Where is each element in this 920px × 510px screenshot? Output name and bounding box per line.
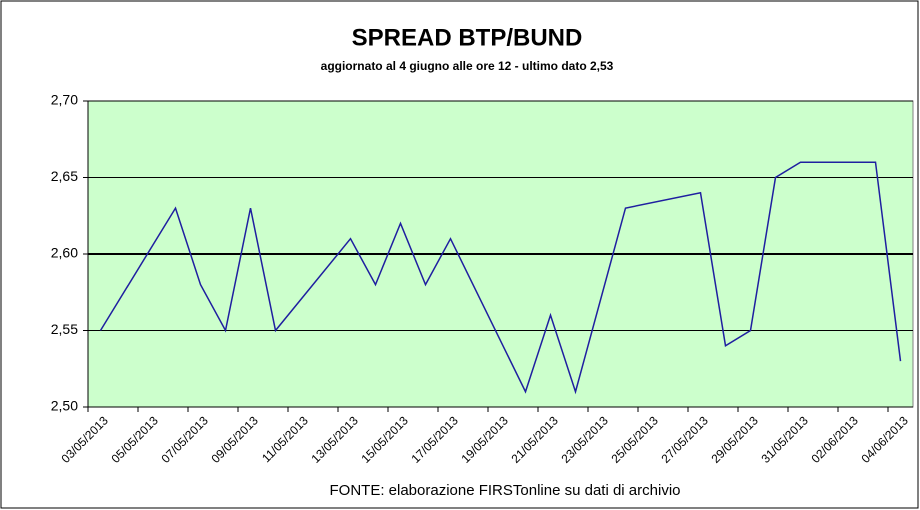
chart-subtitle: aggiornato al 4 giugno alle ore 12 - ult…: [321, 59, 614, 73]
y-tick-label: 2,55: [51, 321, 78, 337]
y-tick-label: 2,60: [51, 245, 78, 261]
y-tick-label: 2,70: [51, 92, 78, 108]
data-line: [99, 161, 902, 395]
source-note: FONTE: elaborazione FIRSTonline su dati …: [330, 482, 681, 499]
chart-title: SPREAD BTP/BUND: [352, 24, 583, 51]
y-tick-label: 2,65: [51, 168, 78, 184]
y-tick-label: 2,50: [51, 398, 78, 414]
